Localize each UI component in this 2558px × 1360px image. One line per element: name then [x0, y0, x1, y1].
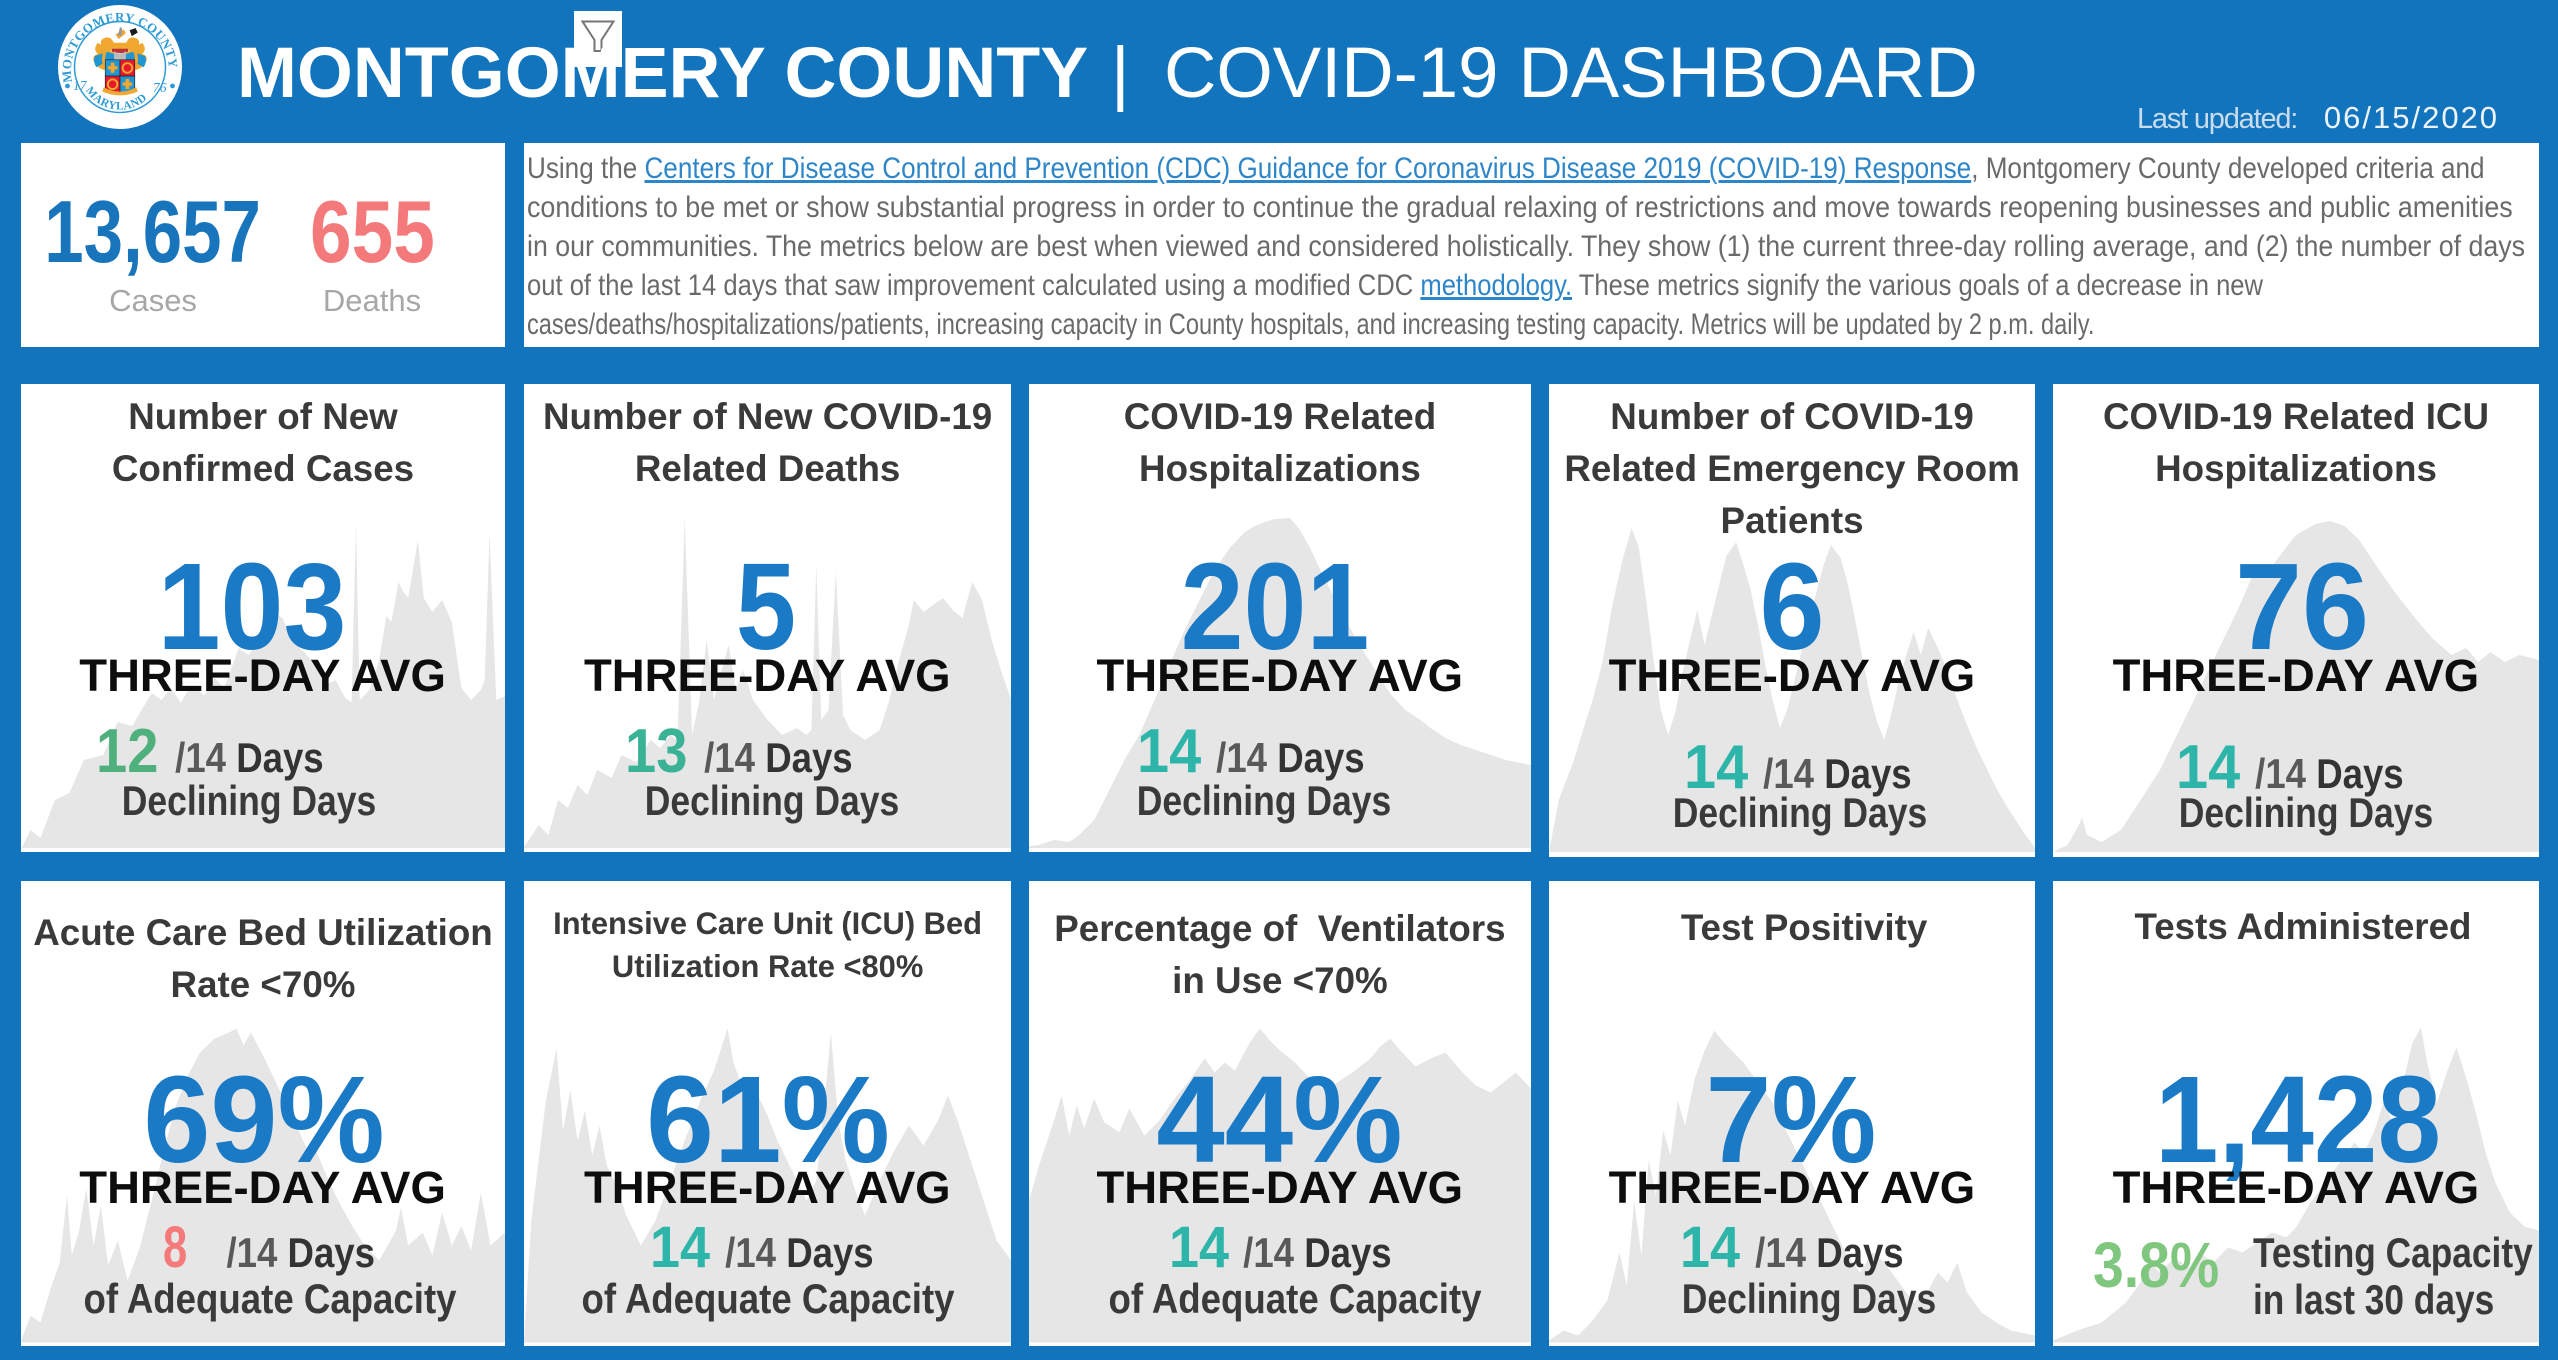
svg-text:76: 76 [153, 80, 167, 95]
svg-text:17: 17 [73, 78, 88, 93]
